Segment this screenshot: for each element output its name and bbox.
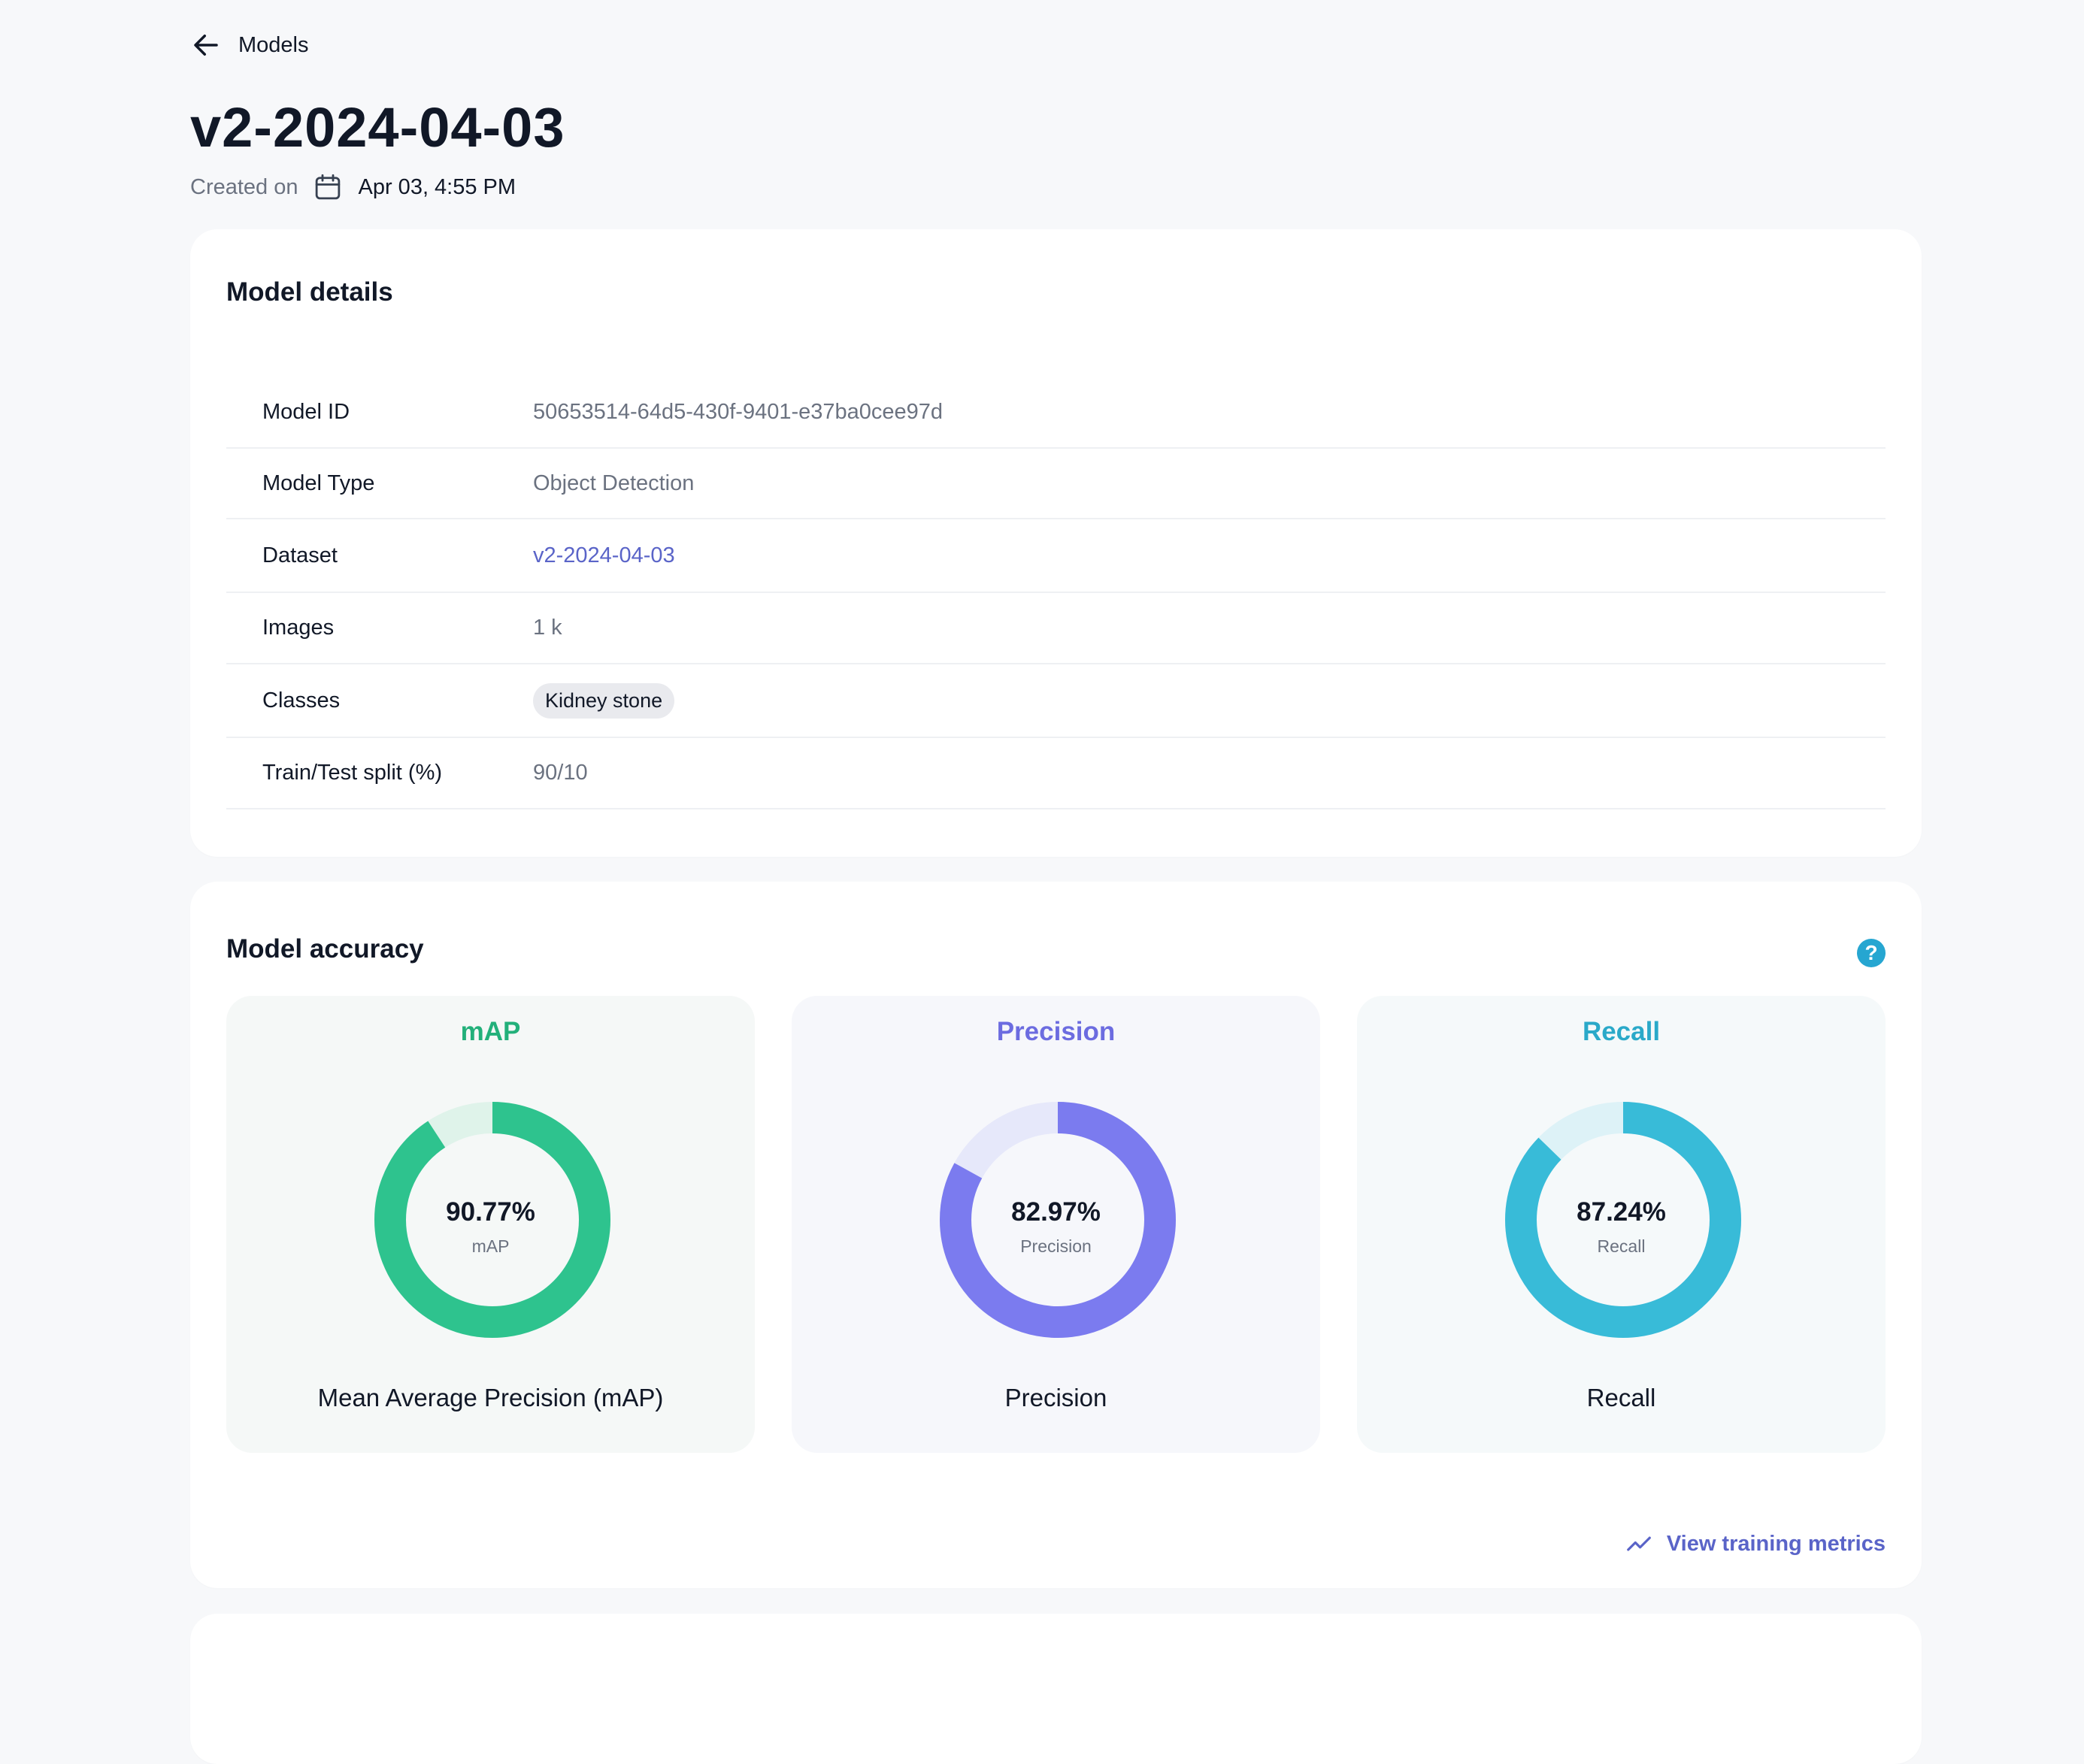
metric-sub-label: mAP [471, 1236, 510, 1256]
details-key: Model Type [262, 471, 375, 495]
back-label: Models [238, 32, 309, 57]
details-key: Dataset [262, 543, 338, 567]
help-icon[interactable]: ? [1857, 939, 1886, 967]
metric-card-precision: Precision 82.97% Precision Precision [792, 996, 1320, 1453]
created-date: Apr 03, 4:55 PM [358, 174, 516, 199]
model-details-title: Model details [226, 277, 393, 307]
dataset-link[interactable]: v2-2024-04-03 [533, 543, 675, 567]
next-section-card [190, 1614, 1922, 1764]
recall-donut-chart [1505, 1102, 1741, 1338]
model-details-card: Model details Model ID 50653514-64d5-430… [190, 229, 1922, 857]
view-training-metrics-link[interactable]: View training metrics [1625, 1530, 1886, 1558]
map-donut-chart [374, 1102, 610, 1338]
metric-sub-label: Precision [1020, 1236, 1092, 1256]
details-key: Classes [262, 688, 341, 713]
images-value: 1 k [533, 616, 562, 640]
details-row-dataset: Dataset v2-2024-04-03 [226, 519, 1886, 593]
metric-title: mAP [460, 1017, 521, 1046]
details-table: Model ID 50653514-64d5-430f-9401-e37ba0c… [226, 377, 1886, 809]
model-accuracy-card: Model accuracy ? mAP 90.77% mAP Mean Ave… [190, 882, 1922, 1588]
details-key: Model ID [262, 399, 350, 424]
metric-value: 87.24% [1577, 1197, 1666, 1227]
view-training-metrics-label: View training metrics [1666, 1531, 1886, 1556]
details-row-images: Images 1 k [226, 593, 1886, 664]
metric-value: 90.77% [446, 1197, 535, 1227]
metric-card-map: mAP 90.77% mAP Mean Average Precision (m… [226, 996, 755, 1453]
metric-card-recall: Recall 87.24% Recall Recall [1357, 996, 1886, 1453]
details-key: Images [262, 616, 335, 640]
model-type-value: Object Detection [533, 471, 695, 495]
metric-caption: Precision [1004, 1384, 1107, 1412]
donut-arc [940, 1102, 1176, 1338]
metric-sub-label: Recall [1597, 1236, 1646, 1256]
created-label: Created on [190, 174, 298, 199]
metric-value: 82.97% [1011, 1197, 1101, 1227]
split-value: 90/10 [533, 761, 588, 785]
calendar-icon [315, 174, 340, 200]
metric-caption: Recall [1586, 1384, 1656, 1412]
precision-donut-chart [940, 1102, 1176, 1338]
created-info: Created on Apr 03, 4:55 PM [190, 170, 516, 204]
classes-value: Kidney stone [533, 682, 675, 719]
arrow-left-icon [194, 35, 218, 56]
page-title: v2-2024-04-03 [190, 96, 565, 159]
class-chip: Kidney stone [533, 682, 675, 719]
trending-up-icon [1626, 1536, 1651, 1551]
donut-arc [374, 1102, 610, 1338]
details-key: Train/Test split (%) [262, 761, 443, 785]
metric-title: Recall [1582, 1017, 1661, 1046]
details-row-classes: Classes Kidney stone [226, 664, 1886, 738]
details-row-model-id: Model ID 50653514-64d5-430f-9401-e37ba0c… [226, 377, 1886, 449]
metric-title: Precision [996, 1017, 1116, 1046]
model-accuracy-title: Model accuracy [226, 934, 424, 964]
model-id-value: 50653514-64d5-430f-9401-e37ba0cee97d [533, 399, 944, 424]
donut-arc [1505, 1102, 1741, 1338]
details-row-model-type: Model Type Object Detection [226, 449, 1886, 519]
details-row-split: Train/Test split (%) 90/10 [226, 738, 1886, 809]
metric-caption: Mean Average Precision (mAP) [317, 1384, 664, 1412]
back-to-models-link[interactable]: Models [190, 26, 309, 65]
